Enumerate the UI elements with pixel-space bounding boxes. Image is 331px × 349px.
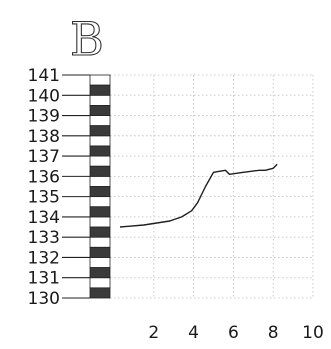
grid	[110, 74, 314, 299]
x-tick-label: 2	[148, 323, 159, 343]
scale-bar-segment	[89, 135, 111, 147]
x-tick-label: 8	[268, 323, 279, 343]
x-tick-label: 10	[302, 323, 324, 343]
series-line	[119, 163, 278, 228]
y-tick-label: 133	[28, 228, 60, 248]
scale-bar-segment	[89, 257, 111, 268]
y-tick-label: 140	[28, 86, 60, 106]
scale-bar-segment	[89, 155, 111, 167]
scale-bar-segment	[89, 277, 111, 289]
y-tick-label: 139	[28, 107, 60, 127]
scale-bar-segment	[89, 125, 111, 137]
scale-bar-segment	[89, 175, 111, 187]
scale-bar-segment	[89, 145, 111, 157]
scale-bar-segment	[89, 206, 111, 218]
scale-bar-segment	[89, 94, 111, 106]
scale-bar-segment	[89, 196, 111, 208]
scale-bar-segment	[89, 165, 111, 177]
panel-label: B	[70, 12, 104, 66]
scale-bar-segment	[89, 246, 111, 258]
scale-bar-segment	[89, 74, 111, 86]
x-axis: 2 4 6 8 10	[148, 323, 323, 343]
y-tick-label: 138	[28, 127, 60, 147]
y-tick-label: 130	[28, 289, 60, 309]
y-tick-label: 132	[28, 248, 60, 268]
y-tick-label: 137	[28, 147, 60, 167]
scale-bar-segment	[89, 226, 111, 238]
scale-bar-segment	[89, 287, 111, 299]
scale-bar-segment	[89, 186, 111, 198]
scale-bar-segment	[89, 84, 111, 96]
y-scale-bar	[89, 74, 111, 299]
plot-area	[119, 163, 278, 228]
x-tick-label: 6	[228, 323, 239, 343]
y-tick-label: 136	[28, 167, 60, 187]
y-tick-label: 134	[28, 208, 60, 228]
y-tick-label: 141	[28, 66, 60, 86]
scale-bar-segment	[89, 267, 111, 279]
x-tick-label: 4	[188, 323, 199, 343]
y-tick-label: 131	[28, 269, 60, 289]
scale-bar-segment	[89, 236, 111, 248]
scale-bar-segment	[89, 105, 111, 116]
y-tick-label: 135	[28, 188, 60, 208]
scale-bar-segment	[89, 115, 111, 127]
scale-bar-segment	[89, 216, 111, 228]
